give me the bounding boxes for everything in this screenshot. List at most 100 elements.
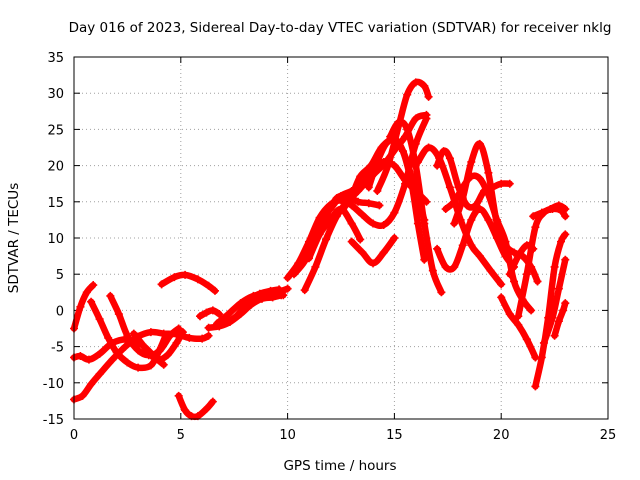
data-point	[146, 361, 155, 370]
data-point	[123, 358, 132, 367]
data-point	[561, 205, 570, 214]
x-tick-label: 0	[70, 428, 78, 443]
data-point	[445, 183, 454, 192]
series-arc-33	[550, 299, 570, 340]
data-point	[196, 312, 205, 321]
data-point	[157, 280, 166, 289]
data-point	[240, 302, 249, 311]
x-tick-label: 10	[279, 428, 296, 443]
data-point	[375, 201, 384, 210]
data-point	[87, 297, 96, 306]
data-point	[134, 363, 143, 372]
data-point	[383, 161, 392, 170]
data-point	[95, 370, 104, 379]
data-point	[181, 270, 190, 279]
x-tick-label: 5	[177, 428, 185, 443]
series-arc-23	[386, 118, 446, 297]
data-point	[514, 312, 523, 321]
series-line	[305, 205, 364, 262]
data-point	[445, 154, 454, 163]
data-point	[484, 215, 493, 224]
data-point	[554, 201, 563, 210]
data-point	[403, 90, 412, 99]
x-tick-label: 20	[493, 428, 510, 443]
data-point	[484, 168, 493, 177]
data-point	[245, 294, 254, 303]
series-line	[284, 115, 430, 282]
series-arc-13	[245, 285, 284, 303]
data-point	[290, 270, 299, 279]
data-point	[537, 208, 546, 217]
data-point	[155, 346, 164, 355]
series-line	[450, 140, 541, 285]
data-point	[108, 355, 117, 364]
data-point	[505, 310, 514, 319]
y-tick-label: 10	[47, 232, 64, 247]
data-point	[326, 215, 335, 224]
data-point	[121, 342, 130, 351]
data-point	[505, 179, 514, 188]
data-point	[322, 212, 331, 221]
data-point	[510, 277, 519, 286]
data-point	[204, 331, 213, 340]
data-point	[379, 248, 388, 257]
data-point	[433, 161, 442, 170]
data-point	[82, 288, 91, 297]
data-point	[76, 302, 85, 311]
series-arc-20	[347, 234, 399, 268]
data-point	[95, 349, 104, 358]
data-point	[198, 334, 207, 343]
data-point	[215, 310, 224, 319]
series-arc-7	[157, 270, 219, 295]
data-point	[163, 350, 172, 359]
data-point	[178, 328, 187, 337]
data-point	[559, 306, 568, 315]
data-point	[84, 355, 93, 364]
data-point	[557, 237, 566, 246]
data-point	[433, 244, 442, 253]
data-point	[394, 118, 403, 127]
data-point	[213, 319, 222, 328]
data-point	[529, 212, 538, 221]
data-point	[326, 205, 335, 214]
data-point	[420, 219, 429, 228]
data-point	[322, 235, 331, 244]
data-point	[337, 192, 345, 201]
series-line	[551, 299, 569, 339]
data-point	[475, 252, 484, 261]
data-point	[403, 125, 412, 134]
data-point	[208, 306, 217, 315]
data-point	[522, 335, 531, 344]
data-point	[537, 353, 546, 362]
data-point	[492, 219, 501, 228]
data-point	[266, 286, 275, 295]
y-tick-label: -10	[43, 377, 64, 392]
data-point	[185, 333, 194, 342]
data-point	[533, 277, 542, 286]
data-point	[146, 328, 155, 337]
data-point	[181, 406, 190, 415]
data-point	[475, 205, 484, 214]
data-point	[450, 262, 459, 271]
data-point	[475, 174, 484, 183]
data-point	[87, 380, 96, 389]
data-point	[561, 212, 570, 221]
data-point	[210, 286, 219, 295]
data-point	[106, 291, 115, 300]
data-point	[407, 179, 416, 188]
data-point	[514, 252, 523, 261]
data-point	[390, 208, 399, 217]
series-line	[175, 392, 217, 421]
data-point	[202, 404, 211, 413]
data-point	[300, 286, 309, 295]
data-point	[554, 317, 563, 326]
data-point	[420, 81, 429, 90]
data-point	[450, 219, 459, 228]
data-point	[232, 312, 241, 321]
data-point	[501, 241, 510, 250]
data-point	[379, 220, 388, 229]
chart-title: Day 016 of 2023, Sidereal Day-to-day VTE…	[69, 20, 612, 36]
data-point	[300, 257, 309, 266]
data-point	[505, 270, 514, 279]
data-point	[174, 391, 183, 400]
